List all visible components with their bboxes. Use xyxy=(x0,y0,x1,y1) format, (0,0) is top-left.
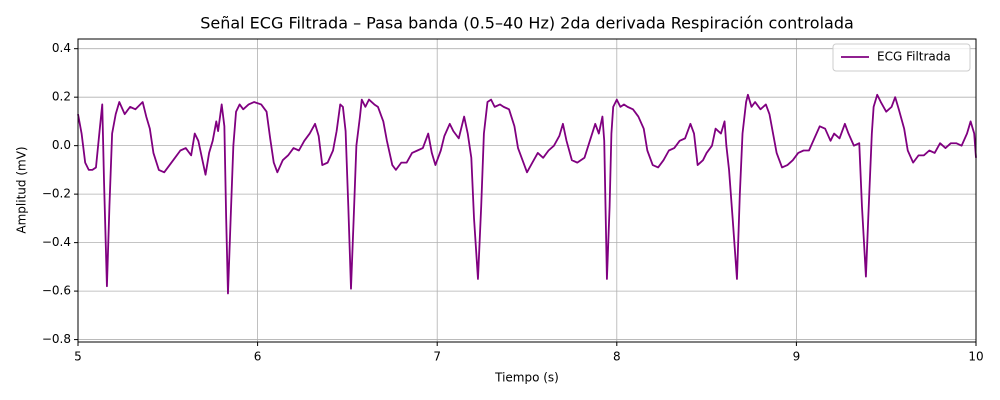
x-tick-label: 10 xyxy=(968,350,983,364)
data-line xyxy=(77,93,977,295)
legend-label: ECG Filtrada xyxy=(877,50,951,64)
legend-box xyxy=(832,43,971,72)
legend: ECG Filtrada xyxy=(832,43,971,72)
y-tick-label: 0.4 xyxy=(52,41,71,55)
y-tick-label: 0.2 xyxy=(52,90,71,104)
x-tick-label: 6 xyxy=(254,350,262,364)
y-tick-label: 0.0 xyxy=(52,138,71,152)
x-tick-label: 5 xyxy=(74,350,82,364)
x-tick-label: 7 xyxy=(433,350,441,364)
y-tick-label: −0.6 xyxy=(42,284,71,298)
plot-frame xyxy=(77,38,977,343)
x-tick-label: 8 xyxy=(613,350,621,364)
chart-title: Señal ECG Filtrada – Pasa banda (0.5–40 … xyxy=(200,14,854,33)
y-tick-label: −0.8 xyxy=(42,332,71,346)
y-axis-label: Amplitud (mV) xyxy=(15,146,29,233)
x-axis-label: Tiempo (s) xyxy=(494,371,559,385)
x-tick-label: 9 xyxy=(793,350,801,364)
y-tick-label: −0.4 xyxy=(42,235,71,249)
y-tick-label: −0.2 xyxy=(42,187,71,201)
